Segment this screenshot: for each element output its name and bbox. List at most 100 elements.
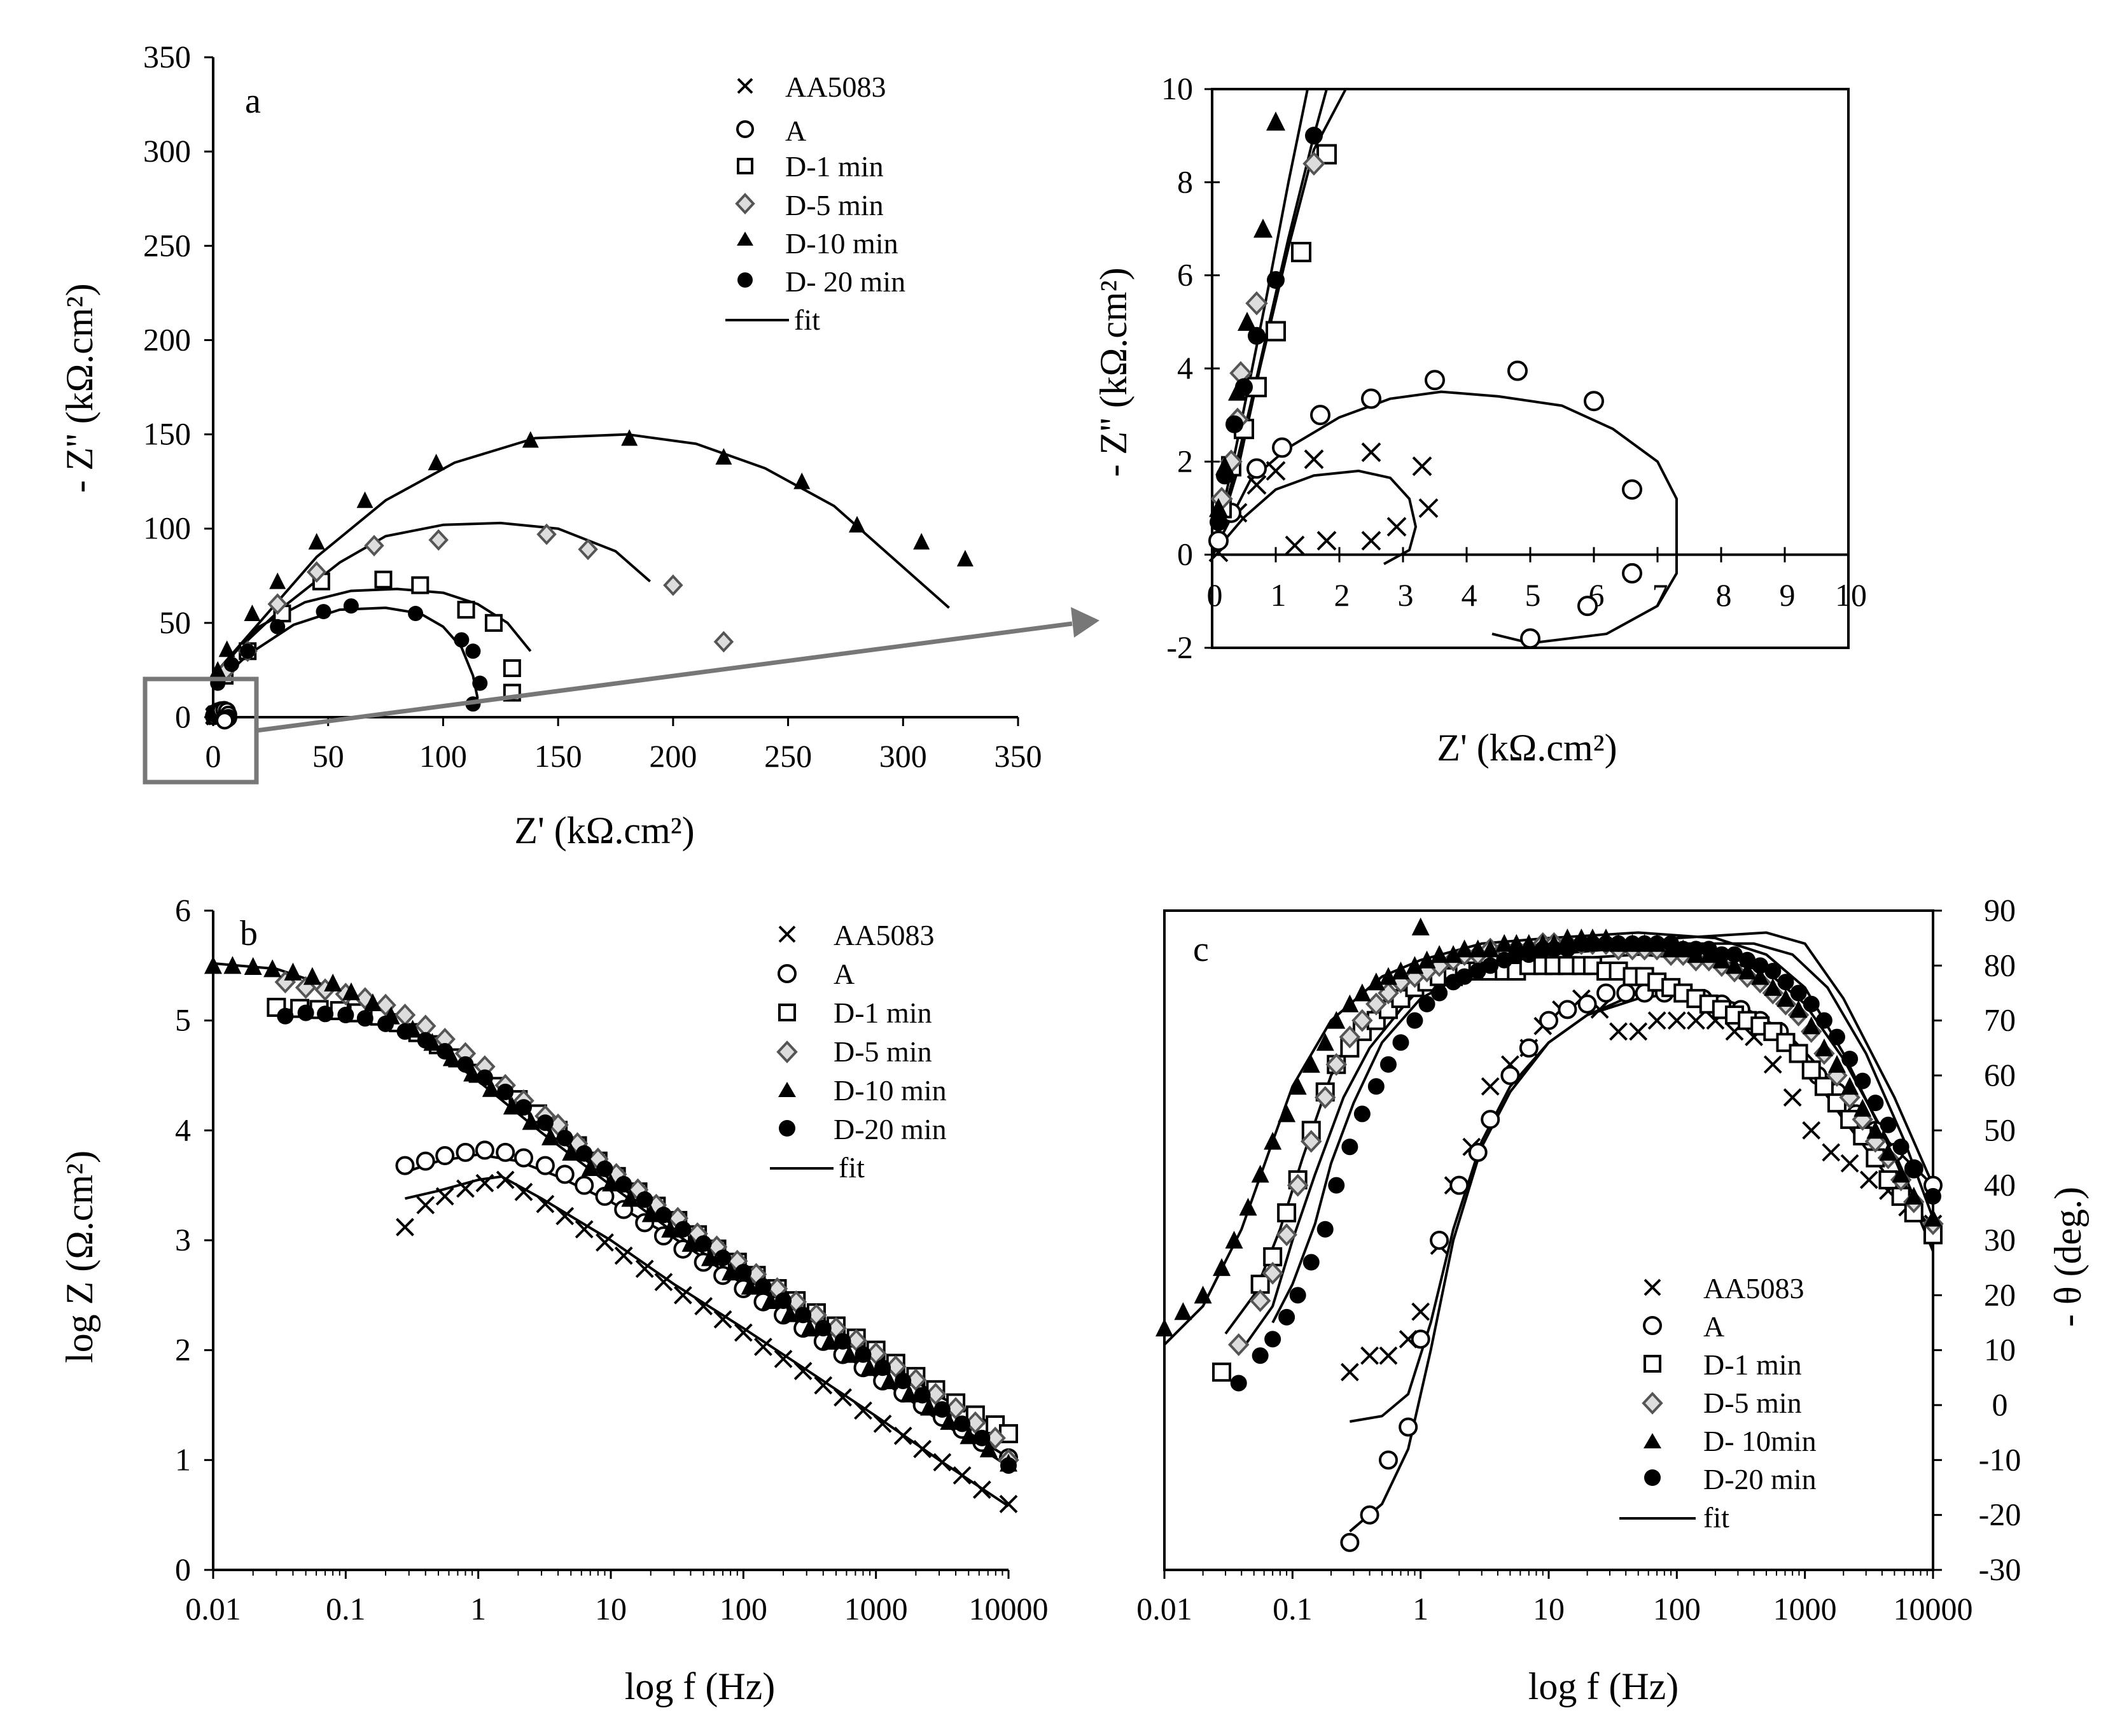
c-point-5-44 (1803, 995, 1820, 1012)
a_inset-point-0-8 (1386, 517, 1407, 537)
c-point-5-9 (1353, 1105, 1371, 1123)
a_inset-point-1-11 (1577, 596, 1598, 617)
b-point-5-15 (576, 1145, 593, 1162)
a-point-4-10 (793, 472, 811, 489)
c-point-1-6 (1449, 1175, 1469, 1195)
c-point-2-37 (1712, 1000, 1731, 1019)
a-point-5-2 (240, 643, 256, 659)
legend-b-marker-5 (779, 1120, 795, 1137)
b-point-0-11 (614, 1246, 633, 1265)
a_inset-point-0-7 (1418, 498, 1439, 518)
c-point-5-10 (1367, 1078, 1385, 1095)
b-point-4-16 (522, 1112, 540, 1130)
b-point-4-2 (244, 957, 262, 976)
legend-a-marker-0 (737, 78, 753, 94)
b-point-5-24 (755, 1278, 772, 1295)
legend-c-marker-5 (1644, 1469, 1661, 1486)
a-point-2-4 (374, 570, 393, 589)
a-point-5-1 (223, 657, 239, 673)
b-point-4-34 (880, 1371, 898, 1390)
b-point-0-30 (999, 1494, 1018, 1513)
b-point-0-19 (774, 1350, 793, 1368)
c-xtick-label-3: 10 (1533, 1591, 1565, 1627)
c-point-3-0 (1227, 1333, 1250, 1356)
b-point-0-4 (475, 1173, 494, 1193)
c-point-1-1 (1360, 1505, 1379, 1525)
a-point-5-8 (465, 643, 481, 659)
b-point-1-5 (496, 1142, 515, 1162)
c-point-1-4 (1411, 1329, 1430, 1349)
a-point-4-5 (356, 491, 373, 508)
b-point-5-19 (655, 1207, 672, 1224)
c-point-0-8 (1481, 1077, 1500, 1096)
a_inset-xtick-label-8: 8 (1716, 577, 1732, 613)
b-point-5-4 (356, 1010, 373, 1027)
b-point-0-29 (972, 1480, 991, 1499)
c-point-2-41 (1763, 1021, 1783, 1041)
c-point-5-51 (1892, 1138, 1909, 1156)
b-point-5-25 (775, 1292, 792, 1309)
c-point-1-15 (1616, 983, 1636, 1003)
b-point-4-26 (722, 1263, 740, 1281)
c-point-4-5 (1239, 1198, 1257, 1216)
c-point-0-26 (1822, 1143, 1841, 1162)
panel-c-ylabel: - θ (deg.) (2047, 1187, 2089, 1327)
a_inset-point-1-4 (1310, 405, 1330, 426)
c-point-0-25 (1802, 1121, 1821, 1140)
zoom-arrow (256, 621, 1073, 733)
c-point-3-7 (1325, 1053, 1348, 1076)
panel-b-axes: 0.01 0.1 1 10 100 1000 10000 0 1 2 3 4 5 6 (175, 892, 1049, 1627)
b-point-5-34 (954, 1415, 971, 1432)
a_inset-ytick-label-1: 0 (1177, 536, 1193, 572)
panel-c-data (1155, 917, 1944, 1552)
c-point-2-45 (1814, 1077, 1834, 1096)
c-point-4-6 (1251, 1165, 1269, 1183)
b-point-1-6 (514, 1148, 534, 1168)
a_inset-point-0-11 (1285, 535, 1305, 556)
a_inset-point-4-0 (1209, 498, 1228, 517)
c-point-5-13 (1406, 1012, 1423, 1029)
b-point-5-5 (377, 1015, 394, 1032)
c-point-5-52 (1905, 1160, 1922, 1177)
legend-b-label-0: AA5083 (834, 919, 934, 951)
b-point-4-23 (661, 1219, 680, 1238)
c-point-2-44 (1801, 1060, 1821, 1080)
a_inset-point-4-5 (1266, 111, 1285, 131)
b-point-5-28 (834, 1333, 851, 1350)
a-point-4-3 (269, 572, 286, 589)
b-ytick-label-0: 0 (175, 1551, 191, 1587)
c-ytick-label-10: 70 (1984, 1002, 2016, 1038)
legend-a-marker-3 (735, 193, 755, 214)
a-point-5-7 (454, 632, 470, 648)
c-point-5-45 (1815, 1012, 1832, 1029)
c-point-4-47 (1764, 977, 1782, 996)
a-point-3-3 (306, 561, 327, 583)
a-fit-line-2 (212, 606, 479, 699)
a_inset-fit-line-4 (1211, 390, 1678, 645)
legend-b-label-5: D-20 min (834, 1113, 947, 1145)
b-point-4-4 (284, 962, 302, 981)
legend-c-label-1: A (1703, 1310, 1724, 1343)
c-point-0-2 (1379, 1346, 1398, 1365)
b-xtick-label-3: 10 (595, 1591, 627, 1627)
a_inset-xtick-label-10: 10 (1835, 577, 1867, 613)
c-point-4-24 (1469, 939, 1487, 958)
panel-a: 0 50 100 150 200 250 300 350 0 50 100 150 200 250 300 3… (59, 39, 1099, 851)
b-point-0-24 (873, 1414, 892, 1433)
b-point-4-25 (701, 1248, 719, 1266)
b-ytick-label-4: 4 (175, 1112, 191, 1147)
c-point-4-1 (1174, 1302, 1192, 1320)
c-point-1-7 (1468, 1142, 1488, 1162)
b-point-4-29 (781, 1304, 799, 1322)
c-point-2-43 (1789, 1044, 1808, 1063)
legend-c-label-3: D-5 min (1703, 1387, 1802, 1419)
a_inset-ytick-label-4: 6 (1177, 257, 1193, 293)
a_inset-point-5-1 (1216, 466, 1234, 485)
b-point-5-35 (974, 1429, 991, 1446)
a_inset-point-2-4 (1266, 321, 1286, 342)
b-point-4-6 (324, 973, 342, 991)
b-point-0-2 (435, 1187, 454, 1206)
b-point-0-1 (416, 1196, 435, 1215)
c-point-0-0 (1340, 1362, 1359, 1382)
b-point-2-0 (267, 997, 286, 1017)
